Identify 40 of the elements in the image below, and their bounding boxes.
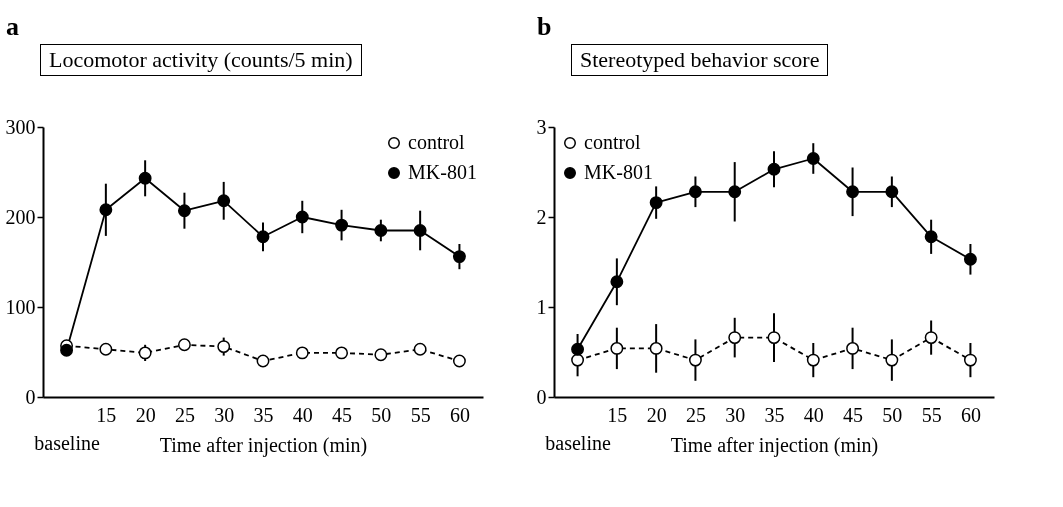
- x-tick-label: 40: [292, 403, 313, 426]
- x-tick-label: 40: [803, 403, 824, 426]
- legend-label: control: [584, 131, 642, 153]
- x-tick-label: 35: [253, 403, 274, 426]
- x-tick-label: 60: [960, 403, 981, 426]
- x-tick-label: 55: [410, 403, 431, 426]
- x-tick-label: 15: [96, 403, 117, 426]
- text: a: [6, 12, 20, 42]
- x-tick-label: 50: [371, 403, 392, 426]
- legend-label: control: [408, 131, 466, 153]
- y-tick-label: 300: [5, 115, 36, 138]
- chart-title: Stereotyped behavior score: [571, 44, 829, 76]
- x-tick-label: baseline: [545, 431, 611, 454]
- y-tick-label: 0: [25, 385, 36, 408]
- x-tick-label: 15: [607, 403, 628, 426]
- chart-title: Locomotor activity (counts/5 min): [40, 44, 362, 76]
- x-tick-label: 20: [135, 403, 156, 426]
- x-tick-label: 25: [685, 403, 706, 426]
- x-tick-label: 25: [174, 403, 195, 426]
- x-tick-label: 45: [332, 403, 353, 426]
- x-tick-label: 35: [764, 403, 785, 426]
- x-axis-title: Time after injection (min): [670, 433, 879, 457]
- x-tick-label: 30: [214, 403, 235, 426]
- y-tick-label: 3: [536, 115, 547, 138]
- x-tick-label: 20: [646, 403, 667, 426]
- y-tick-label: 2: [536, 205, 547, 228]
- x-tick-label: 50: [882, 403, 903, 426]
- y-tick-label: 0: [536, 385, 547, 408]
- x-tick-label: baseline: [34, 431, 100, 454]
- y-tick-label: 1: [536, 295, 547, 318]
- x-tick-label: 45: [843, 403, 864, 426]
- text: b: [537, 12, 553, 42]
- x-tick-label: 30: [725, 403, 746, 426]
- legend-label: MK-801: [408, 161, 477, 183]
- y-tick-label: 100: [5, 295, 36, 318]
- y-tick-label: 200: [5, 205, 36, 228]
- x-axis-title: Time after injection (min): [159, 433, 368, 457]
- x-tick-label: 55: [921, 403, 942, 426]
- x-tick-label: 60: [449, 403, 470, 426]
- legend-label: MK-801: [584, 161, 653, 183]
